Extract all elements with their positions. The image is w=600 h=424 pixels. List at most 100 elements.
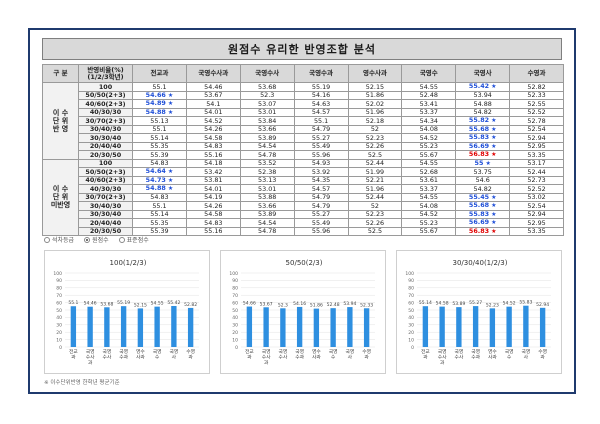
value-cell: 55.49 (293, 218, 349, 228)
y-tick-label: 50 (408, 308, 414, 314)
ratio-cell: 30/40/30 (78, 124, 133, 134)
radio-option[interactable]: 원점수 (84, 235, 109, 244)
bar (330, 308, 336, 347)
bar (263, 307, 269, 347)
ratio-cell: 30/70(2+3) (78, 116, 133, 126)
y-tick-label: 0 (411, 345, 414, 351)
table-row: 30/40/30 55.1 54.26 53.66 54.79 52 54.08 55.68 ★… (43, 201, 564, 211)
y-tick-label: 20 (232, 330, 238, 336)
value-cell: 51.86 (347, 90, 403, 100)
table-row: 40/30/30 54.88 ★ 54.01 53.01 54.57 51.96 53.37 5… (43, 107, 564, 117)
value-cell: 52.44 (347, 158, 403, 168)
table-row: 40/60(2+3) 54.89 ★ 54.1 53.07 54.63 52.02 53.41… (43, 99, 564, 109)
x-tick-label: 수사 (86, 354, 95, 361)
value-cell: 55.13 (132, 116, 187, 126)
value-cell: 51.96 (347, 107, 403, 117)
value-cell: 55.42 ★ (455, 82, 511, 92)
value-cell: 53.75 (455, 167, 511, 177)
value-cell: 54.46 (185, 82, 241, 92)
value-cell: 53.17 (509, 158, 564, 168)
x-tick-label: 수영 (362, 348, 371, 355)
table-row: 40/30/30 54.88 ★ 54.01 53.01 54.57 51.96 53.37 5… (43, 184, 564, 194)
y-tick-label: 50 (232, 308, 238, 314)
table-row: 20/30/50 55.39 55.16 54.78 55.96 52.5 55.67 56.… (43, 226, 564, 236)
value-cell: 54.54 (239, 218, 295, 228)
x-tick-label: 수과 (295, 354, 304, 361)
star-icon: ★ (167, 176, 174, 184)
value-cell: 54.16 (293, 90, 349, 100)
value-cell: 53.02 (509, 192, 564, 202)
x-tick-label: 국영 (438, 348, 447, 355)
value-cell: 55.67 (401, 226, 457, 236)
value-cell: 52.5 (347, 150, 403, 160)
data-label: 52.23 (486, 302, 499, 308)
value-cell: 53.66 (239, 124, 295, 134)
ratio-cell: 40/30/30 (78, 107, 133, 117)
table-row: 20/40/40 55.35 54.83 54.54 55.49 52.26 55.23 56… (43, 218, 564, 228)
value-cell: 55.14 (132, 209, 187, 219)
value-cell: 52.94 (509, 209, 564, 219)
x-tick-label: 전교 (69, 348, 78, 355)
value-cell: 53.07 (239, 99, 295, 109)
bar (246, 306, 253, 347)
value-cell: 52 (347, 201, 403, 211)
y-tick-label: 40 (56, 315, 62, 321)
star-icon: ★ (167, 185, 174, 192)
radio-icon (118, 236, 125, 243)
value-cell: 52 (347, 124, 403, 134)
value-cell: 52.15 (347, 82, 403, 92)
value-cell: 53.88 (239, 192, 295, 202)
value-cell: 54.52 (185, 116, 241, 126)
table-row: 50/50(2+3) 54.64 ★ 53.42 52.38 53.92 51.99 52.6… (43, 167, 564, 177)
data-label: 53.68 (100, 301, 113, 307)
value-cell: 55.45 ★ (455, 192, 511, 202)
value-cell: 54.52 (401, 133, 457, 143)
x-tick-label: 과 (71, 354, 76, 361)
value-cell: 56.83 ★ (455, 150, 511, 160)
value-cell: 54.79 (293, 124, 349, 134)
ratio-cell: 100 (78, 158, 133, 168)
value-cell: 52.95 (509, 141, 564, 151)
star-icon: ★ (167, 91, 174, 99)
value-cell: 52.78 (509, 116, 564, 126)
x-tick-label: 수영 (538, 348, 547, 355)
table-row: 40/60(2+3) 54.73 ★ 53.81 53.13 54.35 52.21 53.6… (43, 175, 564, 185)
bar-chart-3: 30/30/40(1/2/3) 0 10 20 30 40 50 60 70 80 90 100 55.… (396, 250, 562, 374)
value-cell: 54.57 (293, 107, 349, 117)
value-cell: 53.61 (401, 175, 457, 185)
data-label: 53.89 (452, 301, 465, 307)
star-icon: ★ (491, 210, 497, 218)
x-tick-label: 국영 (169, 348, 178, 355)
value-cell: 52.18 (347, 116, 403, 126)
bar (280, 308, 286, 347)
value-cell: 53.84 (239, 116, 295, 126)
value-cell: 54.19 (185, 192, 241, 202)
value-cell: 54.83 (185, 218, 241, 228)
data-label: 52.94 (536, 302, 549, 308)
header-group: 구 분 (42, 64, 79, 83)
radio-option[interactable]: 석차등급 (44, 235, 74, 244)
ratio-cell: 30/70(2+3) (78, 192, 133, 202)
value-cell: 52.68 (401, 167, 457, 177)
score-type-radio-group: 석차등급 원점수 표준점수 (44, 235, 149, 244)
y-tick-label: 10 (408, 337, 414, 343)
y-tick-label: 70 (56, 293, 62, 299)
y-tick-label: 70 (232, 293, 238, 299)
y-tick-label: 0 (59, 345, 62, 351)
bar (422, 306, 429, 347)
value-cell: 54.26 (185, 201, 241, 211)
header-col: 수영과 (509, 64, 564, 83)
data-label: 52.15 (134, 302, 147, 308)
value-cell: 52.44 (347, 192, 403, 202)
value-cell: 55.96 (293, 150, 349, 160)
x-tick-label: 수 (507, 355, 512, 361)
radio-option[interactable]: 표준점수 (118, 235, 149, 244)
value-cell: 55.35 (132, 218, 187, 228)
header-col: 국영수사과 (185, 64, 241, 83)
radio-selected-icon (84, 236, 91, 243)
value-cell: 53.42 (185, 167, 241, 177)
data-label: 55.14 (419, 300, 432, 306)
value-cell: 55 ★ (455, 158, 511, 168)
value-cell: 53.81 (185, 175, 241, 185)
